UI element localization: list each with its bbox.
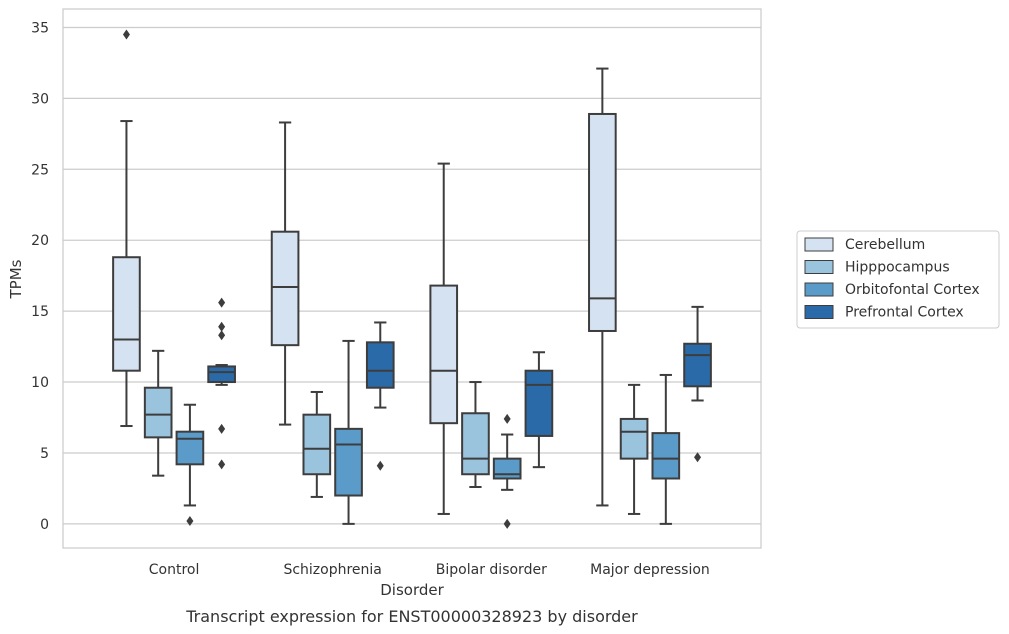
legend-item: Prefrontal Cortex (804, 305, 964, 321)
legend-swatch (804, 305, 834, 319)
box-body (461, 412, 490, 476)
box-body (683, 342, 712, 388)
outlier-point (376, 460, 384, 471)
y-tick-label: 25 (31, 162, 49, 178)
y-tick-label: 5 (40, 446, 49, 462)
x-tick-label: Schizophrenia (283, 562, 381, 578)
box-0-3 (588, 67, 617, 507)
outlier-point (218, 321, 226, 332)
y-tick-label: 30 (31, 91, 49, 107)
x-tick-label: Bipolar disorder (436, 562, 547, 578)
y-tick-label: 0 (40, 517, 49, 533)
x-tick-label: Major depression (590, 562, 710, 578)
box-body (619, 417, 649, 460)
box-body (270, 230, 300, 347)
legend-swatch (804, 260, 834, 274)
y-tick-label: 15 (31, 304, 49, 320)
box-body (143, 386, 173, 439)
box-3-0 (207, 297, 236, 470)
box-body (524, 369, 554, 437)
box-body (334, 427, 363, 497)
legend-label: Orbitofontal Cortex (845, 282, 980, 298)
y-axis-title: TPMs (7, 259, 25, 299)
legend-frame (796, 230, 1000, 329)
legend-swatch (804, 282, 834, 297)
box-3-2 (524, 351, 554, 469)
box-body (429, 284, 459, 425)
box-body (365, 341, 395, 389)
outlier-point (694, 452, 702, 463)
chart-caption: Transcript expression for ENST0000032892… (185, 607, 638, 626)
box-body (492, 457, 522, 480)
box-1-0 (143, 349, 173, 477)
box-1-2 (461, 381, 490, 489)
outlier-point (503, 413, 511, 424)
box-1-1 (302, 390, 332, 498)
legend-label: Hipppocampus (845, 260, 950, 276)
box-body (651, 432, 681, 480)
box-3-3 (683, 305, 712, 463)
legend-label: Prefrontal Cortex (845, 305, 964, 321)
box-2-3 (651, 373, 681, 525)
outlier-point (122, 29, 130, 40)
outlier-point (186, 516, 194, 527)
box-1-3 (619, 383, 649, 515)
box-body (175, 430, 205, 466)
x-tick-labels: Control Schizophrenia Bipolar disorder Majo… (149, 562, 710, 578)
plot-frame (62, 8, 762, 549)
outlier-point (503, 518, 511, 529)
x-tick-label: Control (149, 562, 200, 578)
box-plots (112, 29, 712, 529)
box-2-1 (334, 339, 363, 525)
box-2-0 (175, 403, 205, 527)
outlier-point (218, 297, 226, 308)
y-tick-labels: 0 5 10 15 20 25 30 35 (31, 20, 49, 532)
outlier-point (218, 459, 226, 470)
box-0-0 (112, 29, 141, 428)
y-tick-label: 20 (31, 233, 49, 249)
box-0-1 (270, 121, 300, 426)
box-body (112, 256, 141, 372)
box-2-2 (492, 413, 522, 529)
legend-label: Cerebellum (845, 237, 925, 253)
x-axis-title: Disorder (380, 581, 444, 599)
box-3-1 (365, 321, 395, 471)
box-0-2 (429, 162, 459, 515)
legend: Cerebellum Hipppocampus Orbitofontal Corte… (796, 230, 1000, 329)
legend-item: Hipppocampus (804, 260, 950, 276)
legend-item: Cerebellum (804, 237, 925, 253)
box-body (207, 365, 236, 384)
outlier-point (218, 330, 226, 341)
box-body (588, 112, 617, 332)
y-tick-label: 35 (31, 20, 49, 36)
box-body (302, 413, 332, 476)
legend-swatch (804, 237, 834, 252)
outlier-point (218, 423, 226, 434)
legend-item: Orbitofontal Cortex (804, 282, 980, 298)
y-tick-label: 10 (31, 375, 49, 391)
